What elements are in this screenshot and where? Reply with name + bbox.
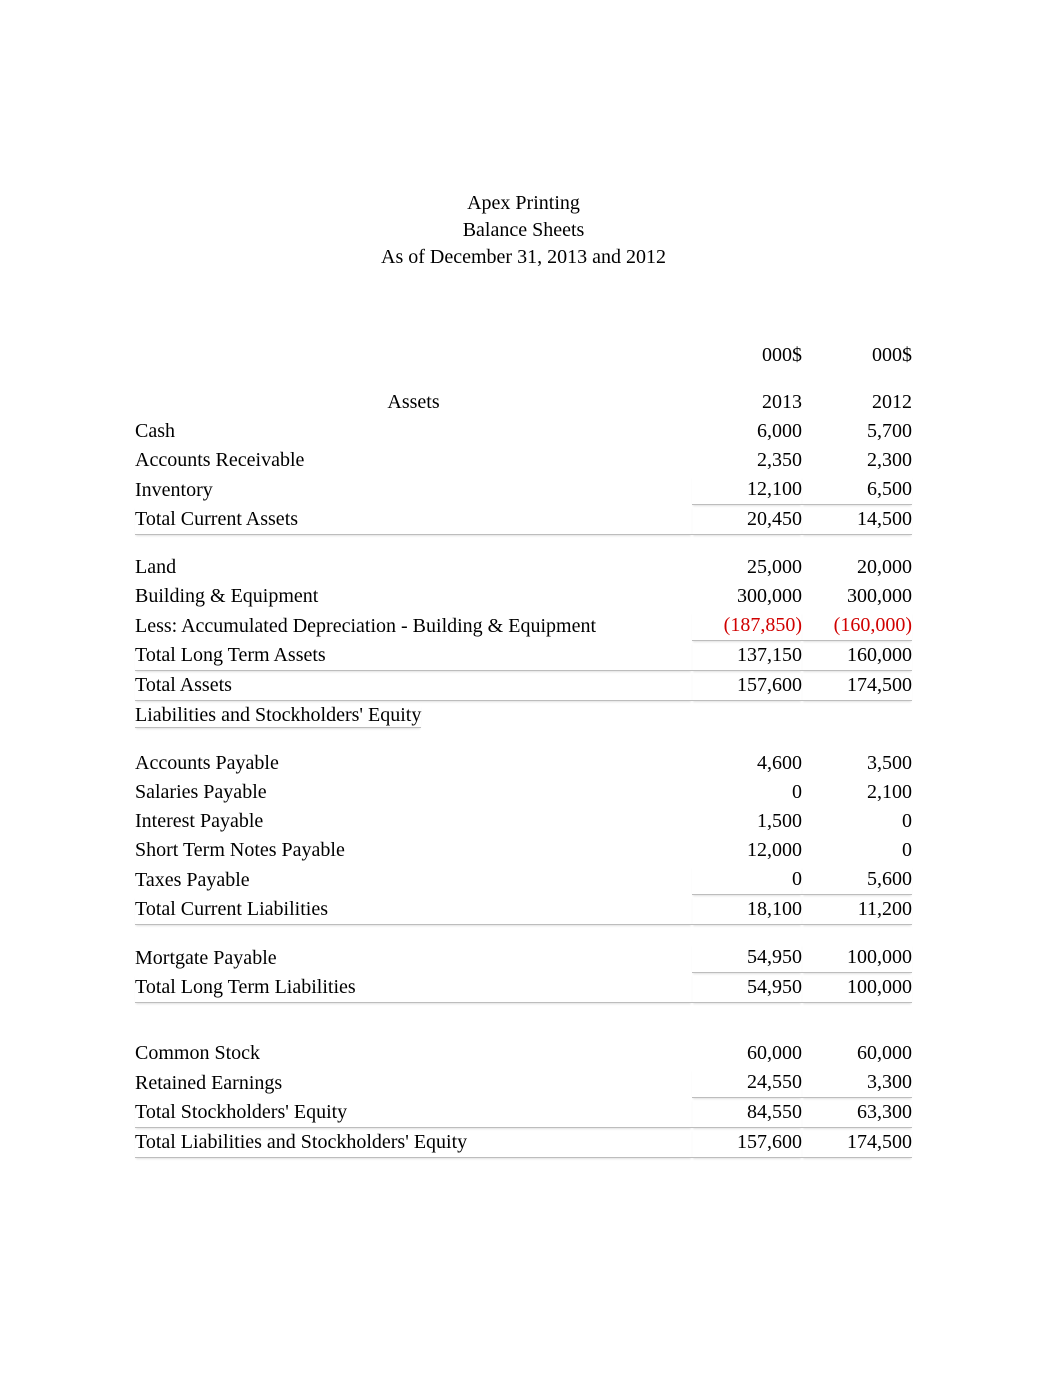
table-row: Inventory 12,100 6,500 xyxy=(135,475,912,505)
row-value: 0 xyxy=(692,778,802,807)
row-value: 137,150 xyxy=(692,641,802,671)
total-row: Total Long Term Assets 137,150 160,000 xyxy=(135,641,912,671)
table-row: Mortgate Payable 54,950 100,000 xyxy=(135,943,912,973)
row-label: Total Long Term Assets xyxy=(135,641,692,671)
row-value: 60,000 xyxy=(692,1039,802,1068)
table-row: Taxes Payable 0 5,600 xyxy=(135,865,912,895)
row-label: Mortgate Payable xyxy=(135,943,692,973)
year-current: 2013 xyxy=(692,388,802,417)
row-label: Common Stock xyxy=(135,1039,692,1068)
unit-col-2: 000$ xyxy=(802,341,912,370)
row-value: 300,000 xyxy=(802,582,912,611)
row-label: Building & Equipment xyxy=(135,582,692,611)
row-value: 6,000 xyxy=(692,417,802,446)
table-row: Salaries Payable 0 2,100 xyxy=(135,778,912,807)
row-label: Land xyxy=(135,553,692,582)
row-value: 1,500 xyxy=(692,807,802,836)
row-label: Salaries Payable xyxy=(135,778,692,807)
as-of-date: As of December 31, 2013 and 2012 xyxy=(135,244,912,271)
row-value: 6,500 xyxy=(802,475,912,505)
row-value: 20,000 xyxy=(802,553,912,582)
table-row: Land 25,000 20,000 xyxy=(135,553,912,582)
statement-name: Balance Sheets xyxy=(135,217,912,244)
table-row: Common Stock 60,000 60,000 xyxy=(135,1039,912,1068)
row-label: Retained Earnings xyxy=(135,1068,692,1098)
table-row: Accounts Payable 4,600 3,500 xyxy=(135,749,912,778)
row-value-negative: (187,850) xyxy=(692,611,802,641)
row-label: Total Liabilities and Stockholders' Equi… xyxy=(135,1128,692,1158)
row-label: Accounts Receivable xyxy=(135,446,692,475)
row-label: Taxes Payable xyxy=(135,865,692,895)
row-value: 3,500 xyxy=(802,749,912,778)
table-row: Interest Payable 1,500 0 xyxy=(135,807,912,836)
row-value: 0 xyxy=(802,807,912,836)
row-value: 54,950 xyxy=(692,973,802,1003)
row-label: Inventory xyxy=(135,475,692,505)
row-value: 11,200 xyxy=(802,895,912,925)
liab-equity-header-row: Liabilities and Stockholders' Equity xyxy=(135,701,912,732)
table-row: Retained Earnings 24,550 3,300 xyxy=(135,1068,912,1098)
row-label: Interest Payable xyxy=(135,807,692,836)
row-value: 174,500 xyxy=(802,1128,912,1158)
total-row: Total Current Assets 20,450 14,500 xyxy=(135,505,912,535)
row-label: Accounts Payable xyxy=(135,749,692,778)
row-value: 3,300 xyxy=(802,1068,912,1098)
row-label: Less: Accumulated Depreciation - Buildin… xyxy=(135,611,692,641)
row-value: 2,300 xyxy=(802,446,912,475)
row-value-negative: (160,000) xyxy=(802,611,912,641)
row-value: 14,500 xyxy=(802,505,912,535)
total-row: Total Current Liabilities 18,100 11,200 xyxy=(135,895,912,925)
table-row: Building & Equipment 300,000 300,000 xyxy=(135,582,912,611)
row-value: 300,000 xyxy=(692,582,802,611)
row-value: 100,000 xyxy=(802,943,912,973)
table-row: Accounts Receivable 2,350 2,300 xyxy=(135,446,912,475)
row-value: 54,950 xyxy=(692,943,802,973)
row-label: Short Term Notes Payable xyxy=(135,836,692,865)
grand-total-row: Total Liabilities and Stockholders' Equi… xyxy=(135,1128,912,1158)
year-prior: 2012 xyxy=(802,388,912,417)
row-value: 84,550 xyxy=(692,1098,802,1128)
balance-sheet-page: Apex Printing Balance Sheets As of Decem… xyxy=(0,0,1062,1238)
row-value: 24,550 xyxy=(692,1068,802,1098)
row-value: 5,600 xyxy=(802,865,912,895)
row-value: 4,600 xyxy=(692,749,802,778)
row-label: Total Long Term Liabilities xyxy=(135,973,692,1003)
row-value: 2,350 xyxy=(692,446,802,475)
total-row: Total Long Term Liabilities 54,950 100,0… xyxy=(135,973,912,1003)
row-value: 174,500 xyxy=(802,671,912,701)
row-value: 0 xyxy=(802,836,912,865)
row-label: Total Assets xyxy=(135,671,692,701)
assets-section-label: Assets xyxy=(135,388,692,417)
table-row: Cash 6,000 5,700 xyxy=(135,417,912,446)
table-row: Short Term Notes Payable 12,000 0 xyxy=(135,836,912,865)
row-value: 25,000 xyxy=(692,553,802,582)
row-label: Total Stockholders' Equity xyxy=(135,1098,692,1128)
title-block: Apex Printing Balance Sheets As of Decem… xyxy=(135,190,912,271)
total-row: Total Stockholders' Equity 84,550 63,300 xyxy=(135,1098,912,1128)
grand-total-row: Total Assets 157,600 174,500 xyxy=(135,671,912,701)
row-value: 100,000 xyxy=(802,973,912,1003)
row-value: 157,600 xyxy=(692,671,802,701)
unit-row: 000$ 000$ xyxy=(135,341,912,370)
row-value: 63,300 xyxy=(802,1098,912,1128)
assets-header-row: Assets 2013 2012 xyxy=(135,388,912,417)
row-label: Total Current Liabilities xyxy=(135,895,692,925)
row-value: 18,100 xyxy=(692,895,802,925)
row-label: Total Current Assets xyxy=(135,505,692,535)
table-row: Less: Accumulated Depreciation - Buildin… xyxy=(135,611,912,641)
row-label: Cash xyxy=(135,417,692,446)
row-value: 12,100 xyxy=(692,475,802,505)
liab-equity-section-label: Liabilities and Stockholders' Equity xyxy=(135,704,421,728)
row-value: 160,000 xyxy=(802,641,912,671)
unit-col-1: 000$ xyxy=(692,341,802,370)
row-value: 2,100 xyxy=(802,778,912,807)
row-value: 157,600 xyxy=(692,1128,802,1158)
row-value: 60,000 xyxy=(802,1039,912,1068)
row-value: 5,700 xyxy=(802,417,912,446)
balance-sheet-table: 000$ 000$ Assets 2013 2012 Cash 6,000 5,… xyxy=(135,341,912,1158)
row-value: 20,450 xyxy=(692,505,802,535)
row-value: 0 xyxy=(692,865,802,895)
row-value: 12,000 xyxy=(692,836,802,865)
company-name: Apex Printing xyxy=(135,190,912,217)
